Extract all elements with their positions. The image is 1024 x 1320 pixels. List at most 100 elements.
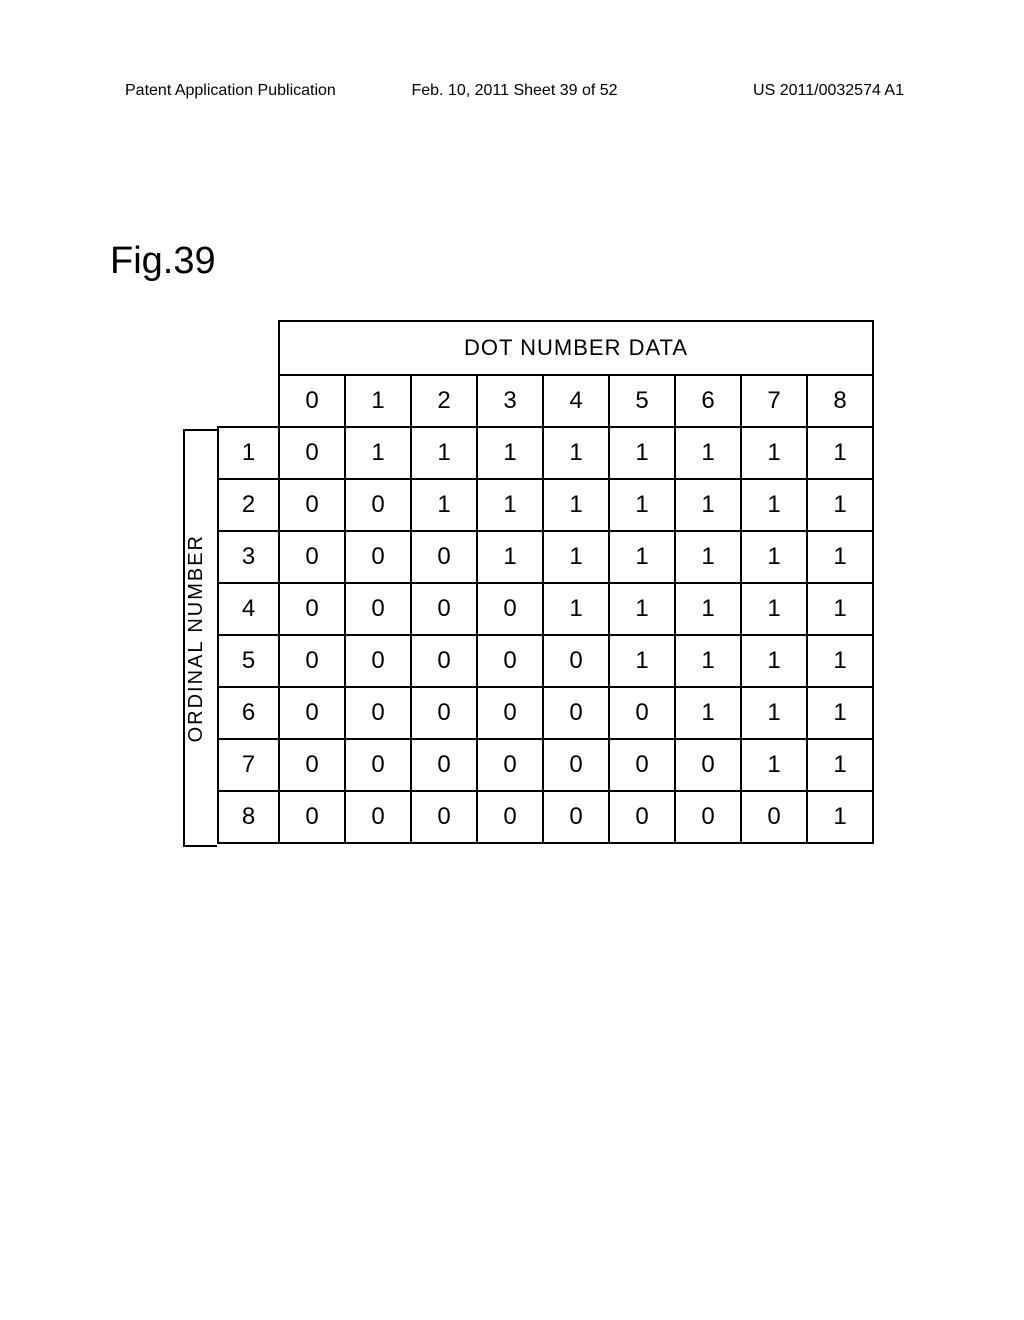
data-cell: 1: [609, 635, 675, 687]
page-header: Patent Application Publication Feb. 10, …: [125, 82, 904, 100]
table-container: DOT NUMBER DATA 0 1 2 3 4 5 6 7 8 1 0 1 …: [217, 320, 874, 847]
corner-blank: [218, 375, 279, 427]
data-cell: 1: [543, 427, 609, 479]
data-cell: 1: [741, 479, 807, 531]
data-cell: 1: [609, 479, 675, 531]
col-header: 8: [807, 375, 873, 427]
data-cell: 0: [411, 635, 477, 687]
data-cell: 0: [543, 635, 609, 687]
row-header: 3: [218, 531, 279, 583]
data-cell: 1: [609, 583, 675, 635]
data-cell: 0: [411, 531, 477, 583]
col-header: 5: [609, 375, 675, 427]
data-cell: 0: [345, 583, 411, 635]
data-cell: 1: [807, 791, 873, 843]
data-cell: 1: [807, 739, 873, 791]
data-cell: 1: [345, 427, 411, 479]
col-header: 1: [345, 375, 411, 427]
col-header: 7: [741, 375, 807, 427]
data-cell: 0: [477, 791, 543, 843]
data-cell: 1: [675, 687, 741, 739]
data-cell: 0: [543, 791, 609, 843]
data-cell: 0: [477, 583, 543, 635]
data-cell: 1: [675, 479, 741, 531]
data-cell: 1: [675, 427, 741, 479]
data-cell: 0: [477, 635, 543, 687]
table-row: 6 0 0 0 0 0 0 1 1 1: [218, 687, 873, 739]
data-cell: 1: [411, 427, 477, 479]
data-cell: 0: [279, 635, 345, 687]
data-cell: 0: [741, 791, 807, 843]
col-header: 0: [279, 375, 345, 427]
data-cell: 1: [543, 531, 609, 583]
data-cell: 0: [345, 479, 411, 531]
data-cell: 0: [675, 739, 741, 791]
data-cell: 1: [741, 739, 807, 791]
data-cell: 0: [675, 791, 741, 843]
row-header: 7: [218, 739, 279, 791]
data-cell: 1: [477, 531, 543, 583]
figure-table-wrapper: ORDINAL NUMBER DOT NUMBER DATA 0 1 2 3 4…: [183, 320, 874, 847]
data-cell: 1: [543, 479, 609, 531]
data-cell: 1: [543, 583, 609, 635]
data-cell: 1: [675, 583, 741, 635]
data-cell: 0: [609, 687, 675, 739]
data-cell: 0: [279, 583, 345, 635]
data-cell: 0: [345, 531, 411, 583]
table-row: 2 0 0 1 1 1 1 1 1 1: [218, 479, 873, 531]
data-cell: 1: [741, 583, 807, 635]
table-row: 4 0 0 0 0 1 1 1 1 1: [218, 583, 873, 635]
table-row: 5 0 0 0 0 0 1 1 1 1: [218, 635, 873, 687]
data-cell: 1: [807, 635, 873, 687]
data-cell: 0: [279, 427, 345, 479]
table-row: 7 0 0 0 0 0 0 0 1 1: [218, 739, 873, 791]
data-cell: 1: [807, 427, 873, 479]
data-cell: 1: [609, 427, 675, 479]
data-cell: 1: [741, 427, 807, 479]
data-cell: 0: [279, 791, 345, 843]
data-cell: 1: [807, 479, 873, 531]
row-axis-label-wrap: ORDINAL NUMBER: [183, 429, 217, 847]
data-cell: 0: [411, 739, 477, 791]
data-cell: 1: [609, 531, 675, 583]
data-cell: 1: [807, 531, 873, 583]
data-cell: 1: [411, 479, 477, 531]
data-cell: 0: [609, 739, 675, 791]
data-cell: 1: [675, 635, 741, 687]
data-cell: 1: [675, 531, 741, 583]
data-cell: 0: [411, 791, 477, 843]
data-cell: 0: [477, 739, 543, 791]
data-cell: 1: [807, 583, 873, 635]
data-cell: 1: [741, 635, 807, 687]
row-header: 6: [218, 687, 279, 739]
data-cell: 0: [345, 791, 411, 843]
data-cell: 0: [345, 635, 411, 687]
col-header: 6: [675, 375, 741, 427]
corner-blank: [218, 321, 279, 375]
data-cell: 1: [807, 687, 873, 739]
table-row: 8 0 0 0 0 0 0 0 0 1: [218, 791, 873, 843]
row-axis-label: ORDINAL NUMBER: [185, 534, 208, 742]
data-cell: 0: [543, 739, 609, 791]
col-header: 4: [543, 375, 609, 427]
row-header: 5: [218, 635, 279, 687]
row-header: 1: [218, 427, 279, 479]
row-header: 4: [218, 583, 279, 635]
header-left: Patent Application Publication: [125, 82, 336, 100]
col-header: 2: [411, 375, 477, 427]
data-cell: 1: [477, 479, 543, 531]
dot-number-table: DOT NUMBER DATA 0 1 2 3 4 5 6 7 8 1 0 1 …: [217, 320, 874, 844]
row-header: 2: [218, 479, 279, 531]
data-cell: 0: [609, 791, 675, 843]
table-row: 3 0 0 0 1 1 1 1 1 1: [218, 531, 873, 583]
data-cell: 1: [741, 687, 807, 739]
data-cell: 0: [279, 739, 345, 791]
data-cell: 0: [477, 687, 543, 739]
data-cell: 1: [741, 531, 807, 583]
data-cell: 0: [345, 739, 411, 791]
col-header: 3: [477, 375, 543, 427]
data-cell: 0: [543, 687, 609, 739]
data-cell: 0: [411, 687, 477, 739]
table-title: DOT NUMBER DATA: [279, 321, 873, 375]
data-cell: 0: [345, 687, 411, 739]
